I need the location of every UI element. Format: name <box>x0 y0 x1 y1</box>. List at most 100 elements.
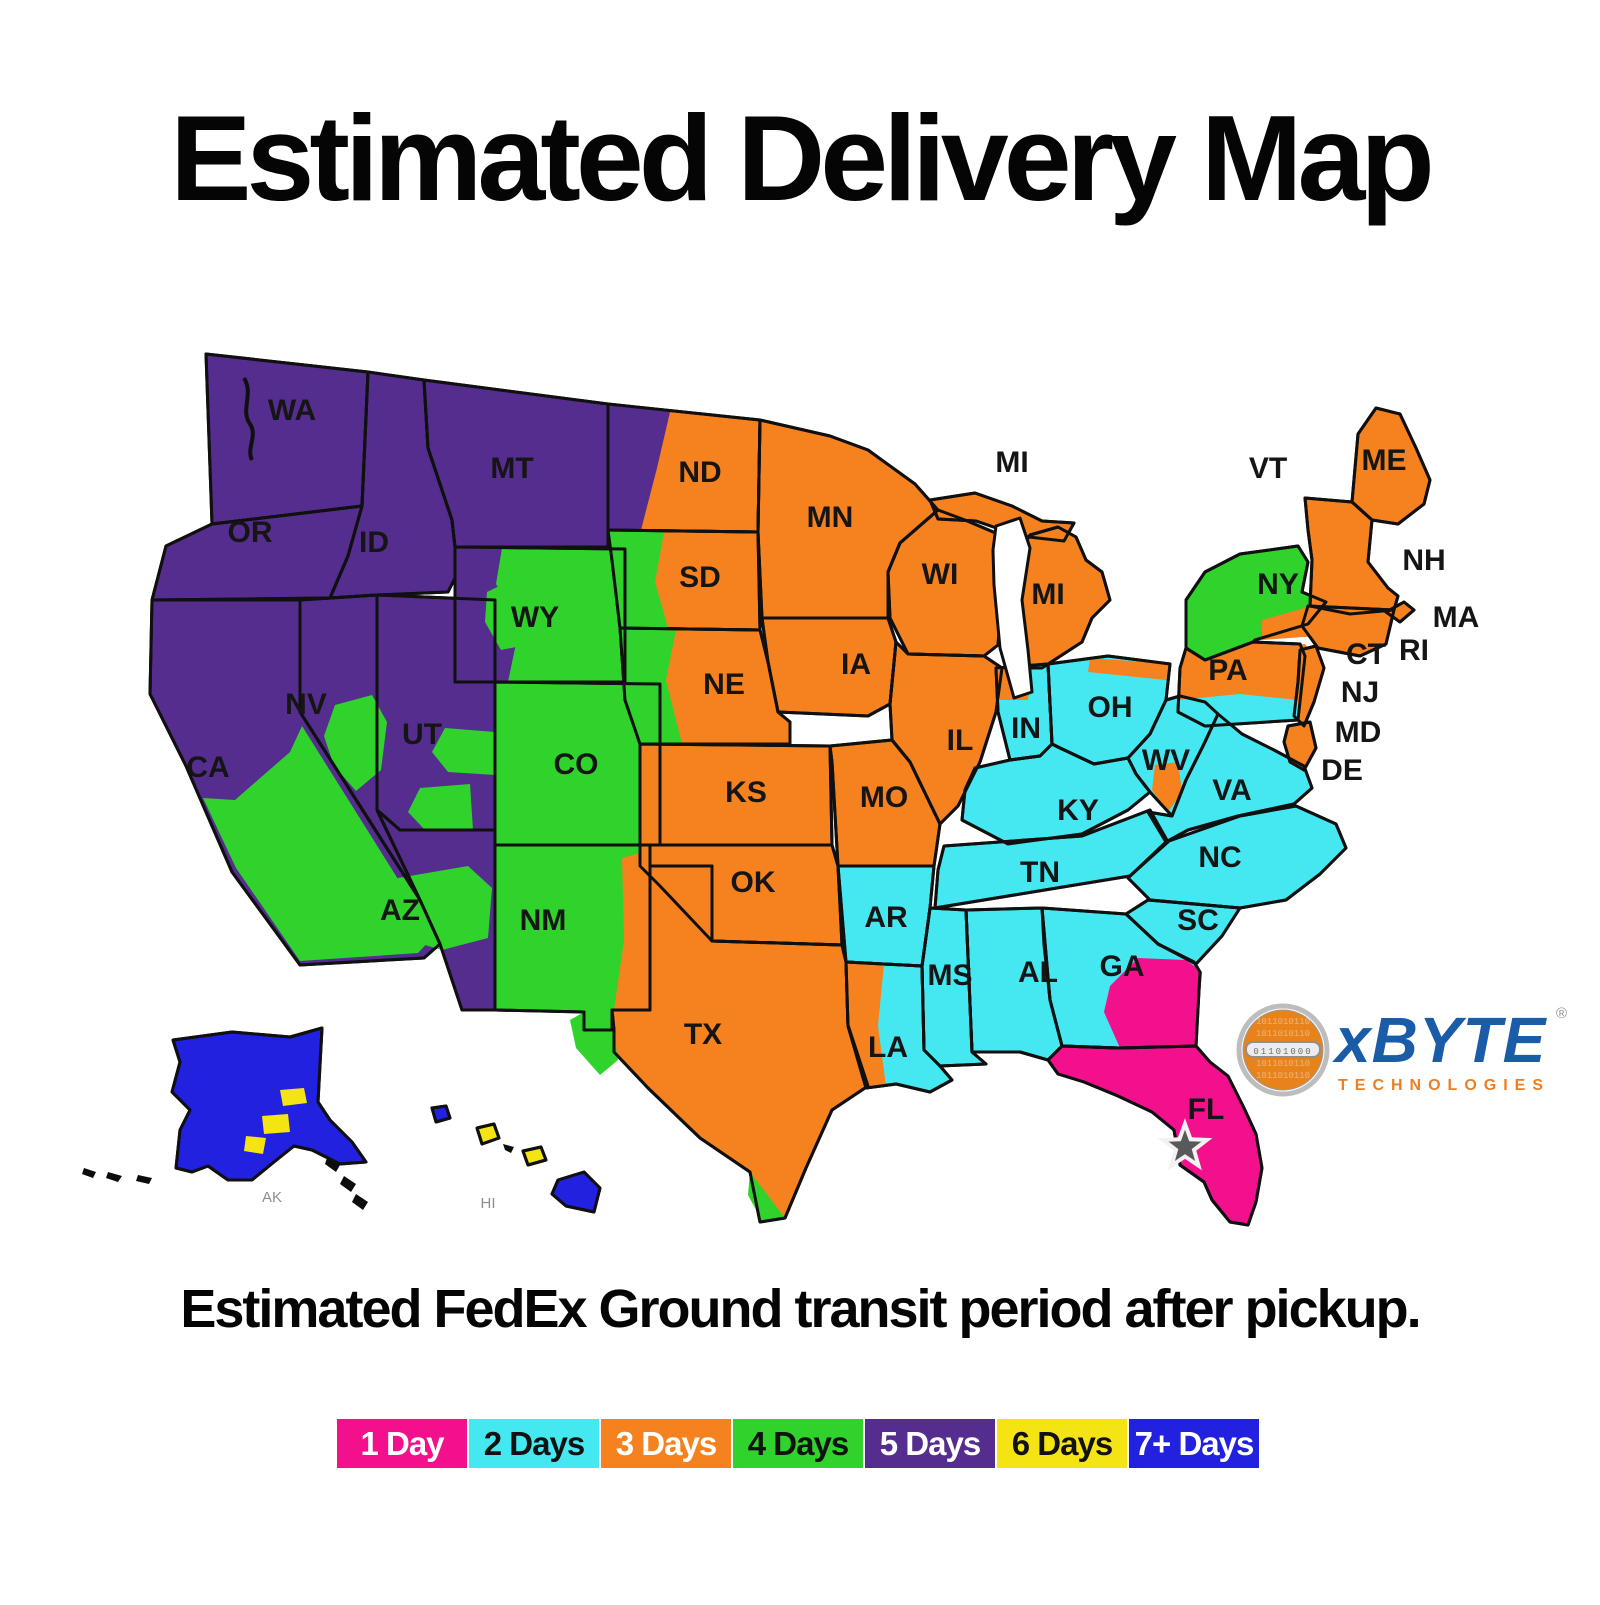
state-label-nm: NM <box>520 904 567 937</box>
legend-label: 2 Days <box>483 1424 585 1462</box>
page-title: Estimated Delivery Map <box>170 90 1435 226</box>
state-label-va: VA <box>1212 774 1251 807</box>
legend-item-3days: 3 Days <box>601 1419 731 1468</box>
state-border-cape-cod <box>1384 600 1416 624</box>
state-label-wy: WY <box>511 601 559 634</box>
state-label-mi: MI <box>1031 578 1064 611</box>
zone-patch-ga-southeast <box>1104 958 1202 1048</box>
state-label-al: AL <box>1018 956 1058 989</box>
state-border-ca <box>148 598 442 967</box>
xbyte-logo: 1011010110 1011010110 1011010110 1011010110… <box>1236 1003 1567 1097</box>
legend-item-6days: 6 Days <box>997 1419 1127 1468</box>
puget-sound-inlet <box>242 376 255 461</box>
state-ia <box>760 616 898 718</box>
state-label-wv: WV <box>1142 744 1190 777</box>
zone-patch-oh-north <box>1088 658 1170 680</box>
state-label-ga: GA <box>1100 950 1145 983</box>
state-hi-4 <box>550 1170 602 1214</box>
zone-patch-ny-southeast <box>1262 602 1326 640</box>
island-mark-3 <box>82 1168 96 1178</box>
state-label-la: LA <box>868 1031 908 1064</box>
legend-item-7+days: 7+ Days <box>1129 1419 1259 1468</box>
legend-label: 6 Days <box>1011 1424 1113 1462</box>
state-label-oh: OH <box>1088 691 1133 724</box>
state-label-ny: NY <box>1257 568 1299 601</box>
state-label-ne: NE <box>703 668 745 701</box>
zone-patch-wv-central <box>1152 762 1182 812</box>
state-label-ca: CA <box>186 751 229 784</box>
logo-binary-row-3: 1011010110 <box>1256 1071 1310 1081</box>
state-border-fl <box>1046 1044 1264 1227</box>
logo-binary-text: 01101000 <box>1253 1047 1312 1057</box>
state-label-az: AZ <box>380 894 420 927</box>
state-label-nj: NJ <box>1341 676 1379 709</box>
zone-patch-nv-central <box>324 695 387 791</box>
legend-item-5days: 5 Days <box>865 1419 995 1468</box>
island-mark-5 <box>136 1175 152 1184</box>
zone-patch-pa-south <box>1178 694 1298 726</box>
zone-patch-ak-yellow-1 <box>280 1088 307 1106</box>
state-label-nv: NV <box>285 688 327 721</box>
state-label-co: CO <box>554 748 599 781</box>
logo-registered-mark: ® <box>1556 1005 1567 1022</box>
state-label-nd: ND <box>678 456 721 489</box>
state-label-wa: WA <box>268 394 316 427</box>
logo-binary-row-1: 1011010110 <box>1256 1029 1310 1039</box>
logo-suffix-text: TECHNOLOGIES <box>1338 1077 1550 1094</box>
state-border-ne <box>618 626 792 746</box>
logo-binary-row-2: 1011010110 <box>1256 1059 1310 1069</box>
state-label-ut: UT <box>402 718 442 751</box>
state-label-mo: MO <box>860 781 908 814</box>
zone-patch-ne-west <box>620 628 682 744</box>
state-label-sd: SD <box>679 561 721 594</box>
state-label-vt: VT <box>1249 452 1287 485</box>
state-border-nj <box>1292 644 1326 728</box>
zone-patch-la-west <box>846 962 886 1088</box>
state-label-ok: OK <box>731 866 776 899</box>
state-label-me: ME <box>1362 444 1407 477</box>
legend-label: 3 Days <box>615 1424 717 1462</box>
map-caption: Estimated FedEx Ground transit period af… <box>180 1279 1421 1339</box>
state-border-ak <box>170 1026 368 1182</box>
state-label-tn: TN <box>1020 856 1060 889</box>
state-label-wi: WI <box>922 558 959 591</box>
state-label-id: ID <box>359 526 389 559</box>
state-label-mn: MN <box>807 501 854 534</box>
state-border-md-de <box>1282 720 1318 772</box>
state-border-ny <box>1184 544 1328 662</box>
state-label-sc: SC <box>1177 904 1219 937</box>
legend-label: 5 Days <box>879 1424 981 1462</box>
logo-binary-row-0: 1011010110 <box>1256 1017 1310 1027</box>
state-label-ks: KS <box>725 776 767 809</box>
zone-patch-ak-yellow-2 <box>262 1114 290 1134</box>
island-mark-2 <box>352 1194 368 1210</box>
delivery-legend: 1 Day 2 Days 3 Days 4 Days 5 Days 6 Days 7+ Da… <box>337 1419 1259 1468</box>
zone-patch-tx-west <box>570 1012 618 1075</box>
zone-patch-ut-south <box>408 784 473 830</box>
state-border-az <box>375 808 497 1012</box>
zone-patch-ca-south <box>203 726 430 961</box>
state-label-md: MD <box>1335 716 1382 749</box>
state-border-hi-3 <box>521 1145 548 1167</box>
zone-patch-az-central <box>390 866 492 950</box>
zone-patch-nd-west <box>608 404 670 530</box>
state-label-ri: RI <box>1399 634 1429 667</box>
zone-patch-sd-west <box>608 530 668 628</box>
legend-label: 1 Day <box>360 1424 444 1462</box>
zone-patch-ut-east <box>432 728 495 775</box>
legend-item-4days: 4 Days <box>733 1419 863 1468</box>
island-mark-6 <box>503 1144 514 1153</box>
logo-brand-text: xBYTE <box>1332 1004 1548 1076</box>
state-label-ia: IA <box>841 648 871 681</box>
state-label-fl: FL <box>1188 1093 1225 1126</box>
state-border-ar <box>836 864 936 968</box>
state-label-de: DE <box>1321 754 1363 787</box>
state-label-mi: MI <box>995 446 1028 479</box>
state-label-ar: AR <box>864 901 908 934</box>
state-border-va <box>1146 712 1314 844</box>
state-label-ky: KY <box>1057 794 1099 827</box>
lake-michigan <box>991 516 1034 700</box>
state-border-nc <box>1126 804 1348 910</box>
state-label-il: IL <box>947 724 974 757</box>
